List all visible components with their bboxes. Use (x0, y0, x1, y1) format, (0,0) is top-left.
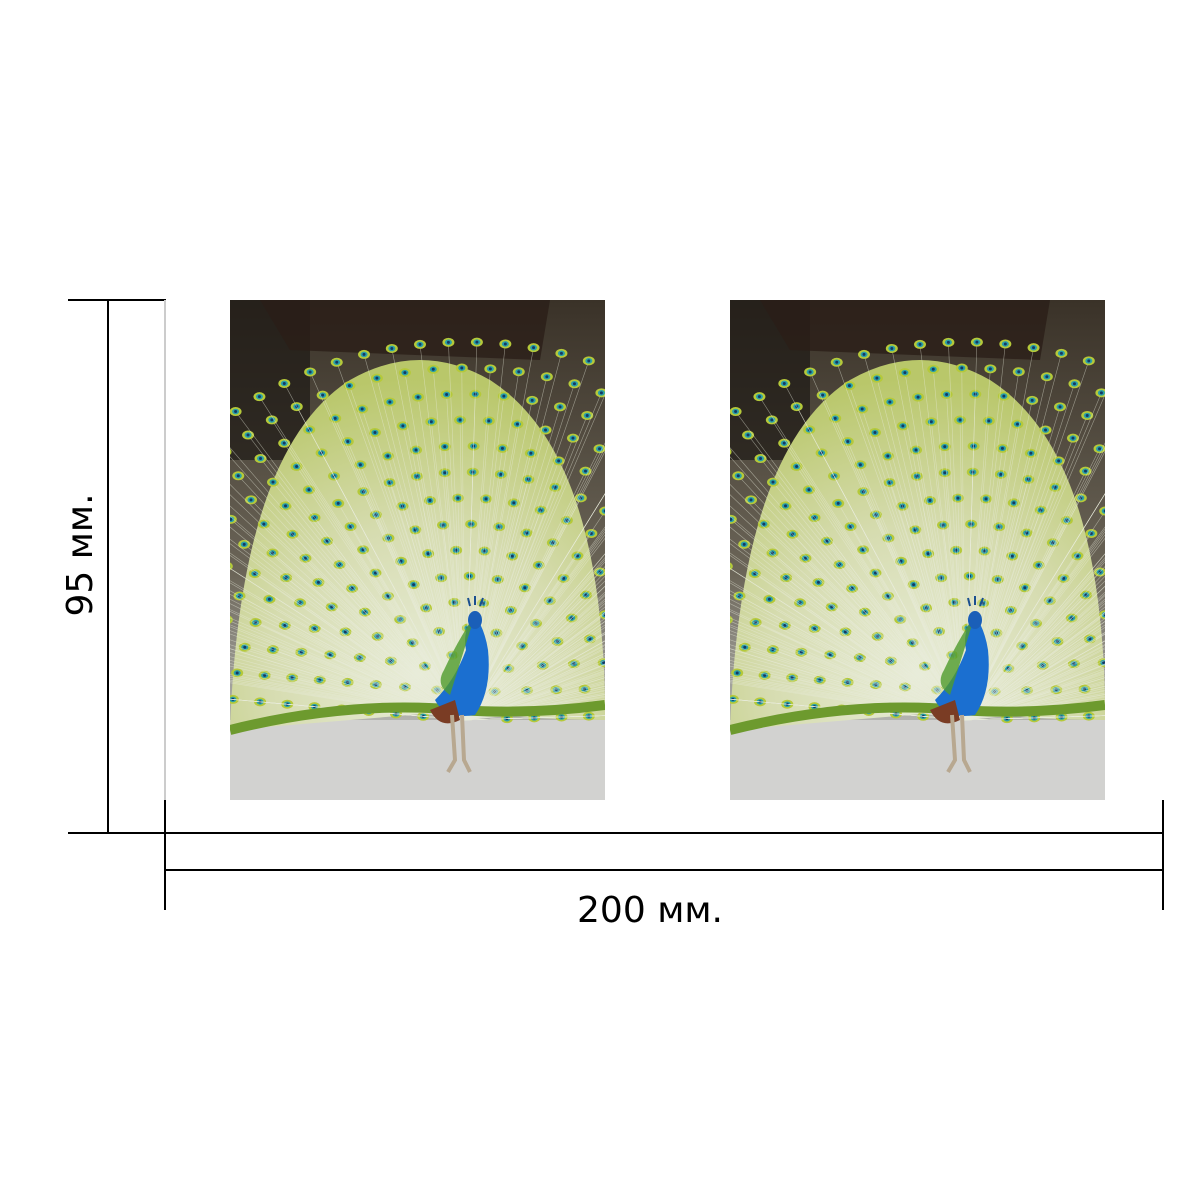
height-dimension (68, 299, 166, 834)
product-photo (564, 300, 1200, 800)
width-label: 200 мм. (577, 890, 723, 931)
width-dimension (164, 800, 1164, 910)
height-label: 95 мм. (60, 493, 101, 616)
